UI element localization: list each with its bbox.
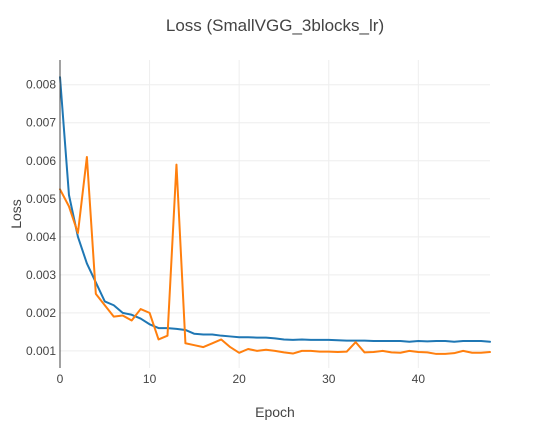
x-tick-label: 0 xyxy=(57,372,64,386)
x-tick-label: 20 xyxy=(232,372,246,386)
y-axis-label: Loss xyxy=(8,199,24,229)
axis-layer: 0 10 20 30 40 0.001 0.002 0.003 0.004 0.005 0.006 0… xyxy=(26,60,425,386)
y-tick-label: 0.005 xyxy=(26,192,56,206)
y-tick-label: 0.006 xyxy=(26,154,56,168)
x-tick-label: 40 xyxy=(412,372,426,386)
series-line-2 xyxy=(59,155,491,355)
y-tick-label: 0.007 xyxy=(26,116,56,130)
x-axis-label: Epoch xyxy=(255,404,295,420)
series-layer xyxy=(59,76,491,355)
chart-title: Loss (SmallVGG_3blocks_lr) xyxy=(166,16,384,35)
y-tick-label: 0.002 xyxy=(26,306,56,320)
y-tick-label: 0.004 xyxy=(26,230,56,244)
x-tick-label: 30 xyxy=(322,372,336,386)
series-line-1 xyxy=(59,76,491,343)
y-tick-label: 0.003 xyxy=(26,268,56,282)
x-tick-label: 10 xyxy=(143,372,157,386)
y-tick-label: 0.008 xyxy=(26,78,56,92)
y-tick-label: 0.001 xyxy=(26,344,56,358)
